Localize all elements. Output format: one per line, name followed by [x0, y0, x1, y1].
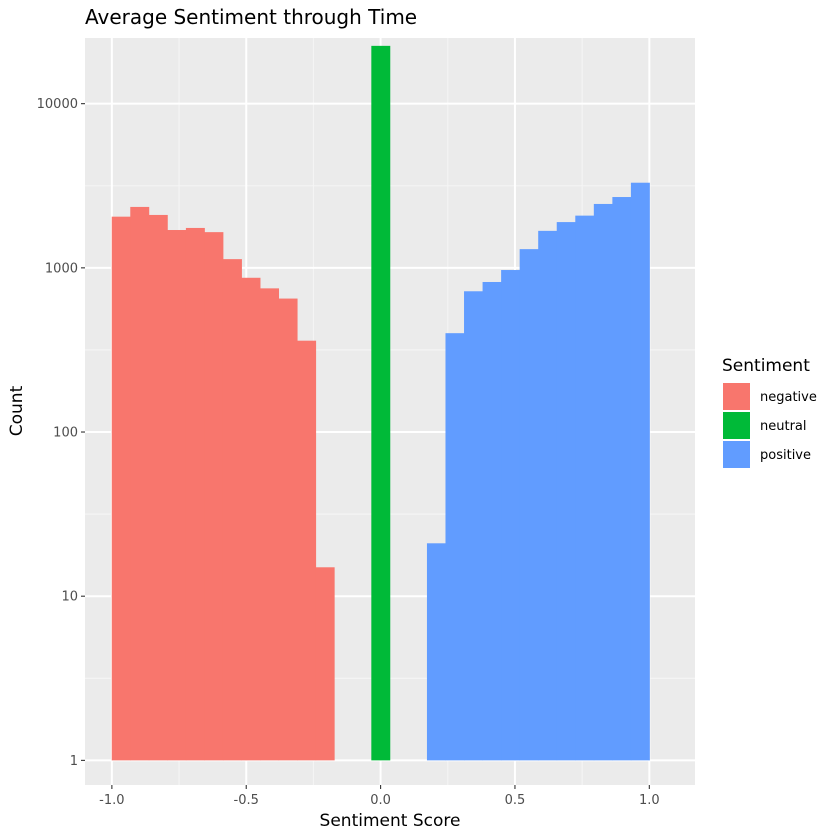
y-axis: 1 10 100 1000 10000 — [37, 97, 85, 769]
bar-negative — [315, 567, 335, 761]
bar-neutral — [371, 45, 391, 761]
bar-negative — [204, 232, 224, 761]
bar-positive — [593, 203, 613, 761]
bar-positive — [464, 291, 483, 761]
legend-key-positive — [723, 441, 750, 468]
x-tick-label: -1.0 — [99, 793, 124, 808]
bar-negative — [260, 288, 280, 761]
legend-key-negative — [723, 383, 750, 410]
y-tick-label: 1 — [70, 754, 78, 769]
legend-title: Sentiment — [722, 356, 810, 376]
bar-negative — [297, 340, 317, 761]
bar-positive — [538, 230, 558, 761]
y-tick-label: 100 — [53, 426, 78, 441]
legend: Sentiment negative neutral positive — [722, 356, 817, 468]
legend-label-neutral: neutral — [760, 419, 807, 434]
x-axis-title: Sentiment Score — [320, 811, 461, 831]
bar-positive — [575, 215, 595, 761]
chart-title: Average Sentiment through Time — [85, 5, 417, 29]
y-axis-title: Count — [7, 385, 27, 436]
x-tick-label: 0.5 — [505, 793, 526, 808]
bar-negative — [111, 216, 131, 761]
bar-negative — [148, 214, 168, 761]
bar-positive — [519, 249, 539, 761]
bar-negative — [222, 259, 242, 761]
bar-negative — [278, 298, 298, 761]
bar-negative — [130, 206, 150, 761]
x-axis: -1.0 -0.5 0.0 0.5 1.0 — [99, 785, 660, 808]
bar-positive — [482, 281, 502, 761]
legend-key-neutral — [723, 412, 750, 439]
x-tick-label: 0.0 — [370, 793, 391, 808]
bar-positive — [501, 270, 521, 761]
bar-negative — [241, 277, 261, 761]
y-tick-label: 10000 — [37, 97, 78, 112]
y-tick-label: 1000 — [45, 261, 78, 276]
x-tick-label: 1.0 — [639, 793, 660, 808]
legend-label-positive: positive — [760, 448, 811, 463]
bar-negative — [185, 227, 205, 761]
x-tick-label: -0.5 — [234, 793, 259, 808]
bar-positive — [556, 222, 576, 761]
bar-positive — [445, 333, 465, 761]
bar-positive — [426, 543, 446, 761]
y-tick-label: 10 — [61, 590, 78, 605]
bar-positive — [630, 182, 650, 761]
bar-negative — [167, 230, 187, 761]
bar-positive — [612, 197, 632, 761]
histogram-bars — [111, 45, 650, 761]
legend-label-negative: negative — [760, 390, 817, 405]
